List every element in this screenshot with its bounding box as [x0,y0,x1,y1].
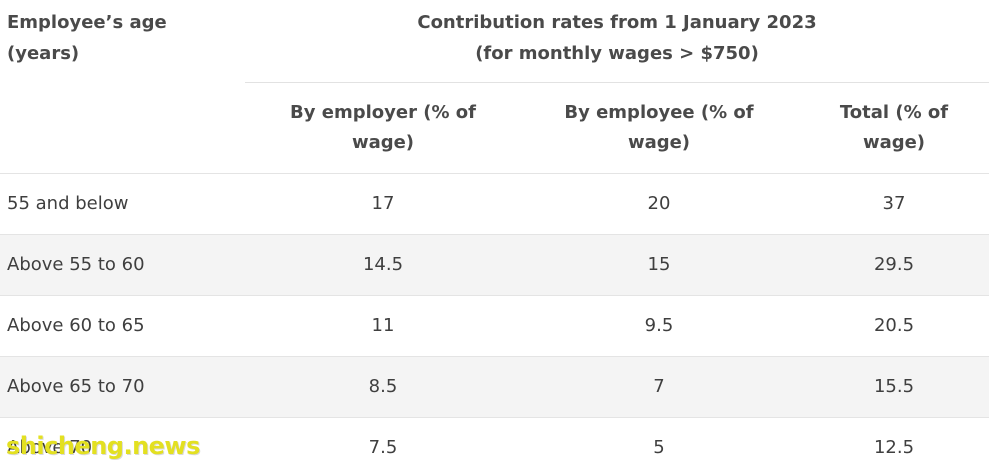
table-row: 55 and below 17 20 37 [0,173,989,234]
age-header-line1: Employee’s age [7,12,167,33]
contribution-header-line2: (for monthly wages > $750) [475,43,759,64]
employer-rate-cell: 8.5 [368,376,398,397]
table-row: Above 55 to 60 14.5 15 29.5 [0,234,989,295]
employee-rate-cell: 7 [653,376,665,397]
employer-header-line1: By employer (% of [290,102,476,123]
employee-column-header: By employee (% of wage) [555,98,763,158]
age-cell: Above 60 to 65 [7,315,145,336]
age-cell: Above 65 to 70 [7,376,145,397]
table-row: Above 70 7.5 5 12.5 [0,417,989,469]
age-cell: Above 55 to 60 [7,254,145,275]
table-row: Above 65 to 70 8.5 7 15.5 [0,356,989,417]
employee-rate-cell: 5 [653,437,665,458]
employer-header-line2: wage) [351,132,415,153]
employee-rate-cell: 15 [647,254,671,275]
employee-rate-cell: 9.5 [644,315,674,336]
contribution-header: Contribution rates from 1 January 2023 (… [245,7,989,69]
total-column-header: Total (% of wage) [830,98,958,158]
total-rate-cell: 15.5 [873,376,915,397]
contribution-header-line1: Contribution rates from 1 January 2023 [417,12,817,33]
employee-header-line1: By employee (% of [564,102,754,123]
header-divider [245,82,989,83]
employer-column-header: By employer (% of wage) [283,98,483,158]
age-cell: 55 and below [7,193,129,214]
employer-rate-cell: 7.5 [368,437,398,458]
total-rate-cell: 12.5 [873,437,915,458]
employer-rate-cell: 17 [371,193,395,214]
total-rate-cell: 29.5 [873,254,915,275]
total-header-line1: Total (% of [839,102,949,123]
employer-rate-cell: 11 [371,315,395,336]
table-body: 55 and below 17 20 37 Above 55 to 60 14.… [0,173,989,469]
total-rate-cell: 20.5 [873,315,915,336]
age-cell: Above 70 [7,437,93,458]
employee-header-line2: wage) [627,132,691,153]
employer-rate-cell: 14.5 [362,254,404,275]
age-column-header: Employee’s age (years) [7,7,237,69]
total-header-line2: wage) [862,132,926,153]
age-header-line2: (years) [7,43,80,64]
table-row: Above 60 to 65 11 9.5 20.5 [0,295,989,356]
employee-rate-cell: 20 [647,193,671,214]
total-rate-cell: 37 [882,193,906,214]
